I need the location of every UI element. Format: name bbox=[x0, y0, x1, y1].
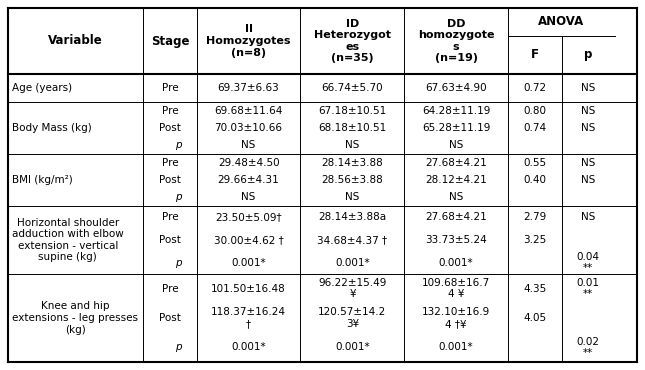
Text: 30.00±4.62 †: 30.00±4.62 † bbox=[213, 235, 283, 245]
Text: p: p bbox=[175, 258, 181, 268]
Text: 28.14±3.88a: 28.14±3.88a bbox=[319, 212, 386, 222]
Text: 0.02
**: 0.02 ** bbox=[577, 337, 600, 358]
Text: 0.80: 0.80 bbox=[523, 106, 546, 116]
Text: 3.25: 3.25 bbox=[523, 235, 546, 245]
Text: 132.10±16.9
4 †¥: 132.10±16.9 4 †¥ bbox=[422, 307, 490, 329]
Text: Post: Post bbox=[159, 235, 181, 245]
Text: Horizontal shoulder
adduction with elbow
extension - vertical
supine (kg): Horizontal shoulder adduction with elbow… bbox=[12, 218, 124, 262]
Text: Pre: Pre bbox=[162, 83, 178, 93]
Text: 69.68±11.64: 69.68±11.64 bbox=[214, 106, 283, 116]
Text: p: p bbox=[175, 140, 181, 150]
Text: 2.79: 2.79 bbox=[523, 212, 546, 222]
Text: 0.001*: 0.001* bbox=[335, 342, 370, 352]
Text: 118.37±16.24
†: 118.37±16.24 † bbox=[211, 307, 286, 329]
Text: II
Homozygotes
(n=8): II Homozygotes (n=8) bbox=[206, 24, 291, 58]
Text: 0.40: 0.40 bbox=[523, 175, 546, 185]
Text: 27.68±4.21: 27.68±4.21 bbox=[425, 212, 487, 222]
Text: ID
Heterozygot
es
(n=35): ID Heterozygot es (n=35) bbox=[314, 18, 391, 63]
Text: p: p bbox=[175, 342, 181, 352]
Text: DD
homozygote
s
(n=19): DD homozygote s (n=19) bbox=[418, 18, 495, 63]
Text: 109.68±16.7
4 ¥: 109.68±16.7 4 ¥ bbox=[422, 278, 490, 299]
Text: 0.01
**: 0.01 ** bbox=[577, 278, 600, 299]
Text: Age (years): Age (years) bbox=[12, 83, 72, 93]
Text: 0.001*: 0.001* bbox=[232, 342, 266, 352]
Text: 28.14±3.88: 28.14±3.88 bbox=[321, 158, 383, 168]
Text: NS: NS bbox=[345, 140, 359, 150]
Text: 70.03±10.66: 70.03±10.66 bbox=[215, 123, 283, 133]
Text: Knee and hip
extensions - leg presses
(kg): Knee and hip extensions - leg presses (k… bbox=[12, 302, 138, 334]
Text: p: p bbox=[584, 48, 593, 61]
Text: 67.18±10.51: 67.18±10.51 bbox=[318, 106, 386, 116]
Text: 69.37±6.63: 69.37±6.63 bbox=[218, 83, 279, 93]
Text: NS: NS bbox=[581, 83, 595, 93]
Text: ANOVA: ANOVA bbox=[539, 16, 584, 28]
Text: 23.50±5.09†: 23.50±5.09† bbox=[215, 212, 282, 222]
Text: Post: Post bbox=[159, 313, 181, 323]
Text: Post: Post bbox=[159, 123, 181, 133]
Text: 4.35: 4.35 bbox=[523, 284, 546, 294]
Text: 0.74: 0.74 bbox=[523, 123, 546, 133]
Text: 27.68±4.21: 27.68±4.21 bbox=[425, 158, 487, 168]
Text: 33.73±5.24: 33.73±5.24 bbox=[425, 235, 487, 245]
Text: NS: NS bbox=[449, 192, 463, 202]
Text: Body Mass (kg): Body Mass (kg) bbox=[12, 123, 92, 133]
Text: 66.74±5.70: 66.74±5.70 bbox=[322, 83, 383, 93]
Text: Pre: Pre bbox=[162, 212, 178, 222]
Text: 96.22±15.49
¥: 96.22±15.49 ¥ bbox=[318, 278, 386, 299]
Text: 65.28±11.19: 65.28±11.19 bbox=[422, 123, 490, 133]
Text: 0.001*: 0.001* bbox=[335, 258, 370, 268]
Text: 0.001*: 0.001* bbox=[439, 342, 473, 352]
Text: 0.72: 0.72 bbox=[523, 83, 546, 93]
Text: Pre: Pre bbox=[162, 106, 178, 116]
Text: 29.66±4.31: 29.66±4.31 bbox=[218, 175, 279, 185]
Text: 28.12±4.21: 28.12±4.21 bbox=[425, 175, 487, 185]
Text: BMI (kg/m²): BMI (kg/m²) bbox=[12, 175, 73, 185]
Text: NS: NS bbox=[581, 106, 595, 116]
Text: 4.05: 4.05 bbox=[523, 313, 546, 323]
Text: 34.68±4.37 †: 34.68±4.37 † bbox=[317, 235, 388, 245]
Text: 120.57±14.2
3¥: 120.57±14.2 3¥ bbox=[318, 307, 386, 329]
Text: p: p bbox=[175, 192, 181, 202]
Text: NS: NS bbox=[241, 140, 256, 150]
Text: NS: NS bbox=[241, 192, 256, 202]
Text: 0.001*: 0.001* bbox=[439, 258, 473, 268]
Text: 68.18±10.51: 68.18±10.51 bbox=[318, 123, 386, 133]
Text: 64.28±11.19: 64.28±11.19 bbox=[422, 106, 490, 116]
Text: 28.56±3.88: 28.56±3.88 bbox=[321, 175, 383, 185]
Text: Variable: Variable bbox=[48, 34, 103, 47]
Text: NS: NS bbox=[581, 175, 595, 185]
Text: 67.63±4.90: 67.63±4.90 bbox=[425, 83, 487, 93]
Text: 0.55: 0.55 bbox=[523, 158, 546, 168]
Text: Pre: Pre bbox=[162, 284, 178, 294]
Text: Post: Post bbox=[159, 175, 181, 185]
Text: NS: NS bbox=[581, 212, 595, 222]
Text: 29.48±4.50: 29.48±4.50 bbox=[218, 158, 279, 168]
Text: 0.001*: 0.001* bbox=[232, 258, 266, 268]
Text: F: F bbox=[531, 48, 539, 61]
Text: NS: NS bbox=[581, 158, 595, 168]
Text: 101.50±16.48: 101.50±16.48 bbox=[211, 284, 286, 294]
Text: Stage: Stage bbox=[151, 34, 189, 47]
Text: NS: NS bbox=[581, 123, 595, 133]
Text: NS: NS bbox=[345, 192, 359, 202]
Text: NS: NS bbox=[449, 140, 463, 150]
Text: Pre: Pre bbox=[162, 158, 178, 168]
Text: 0.04
**: 0.04 ** bbox=[577, 252, 600, 273]
